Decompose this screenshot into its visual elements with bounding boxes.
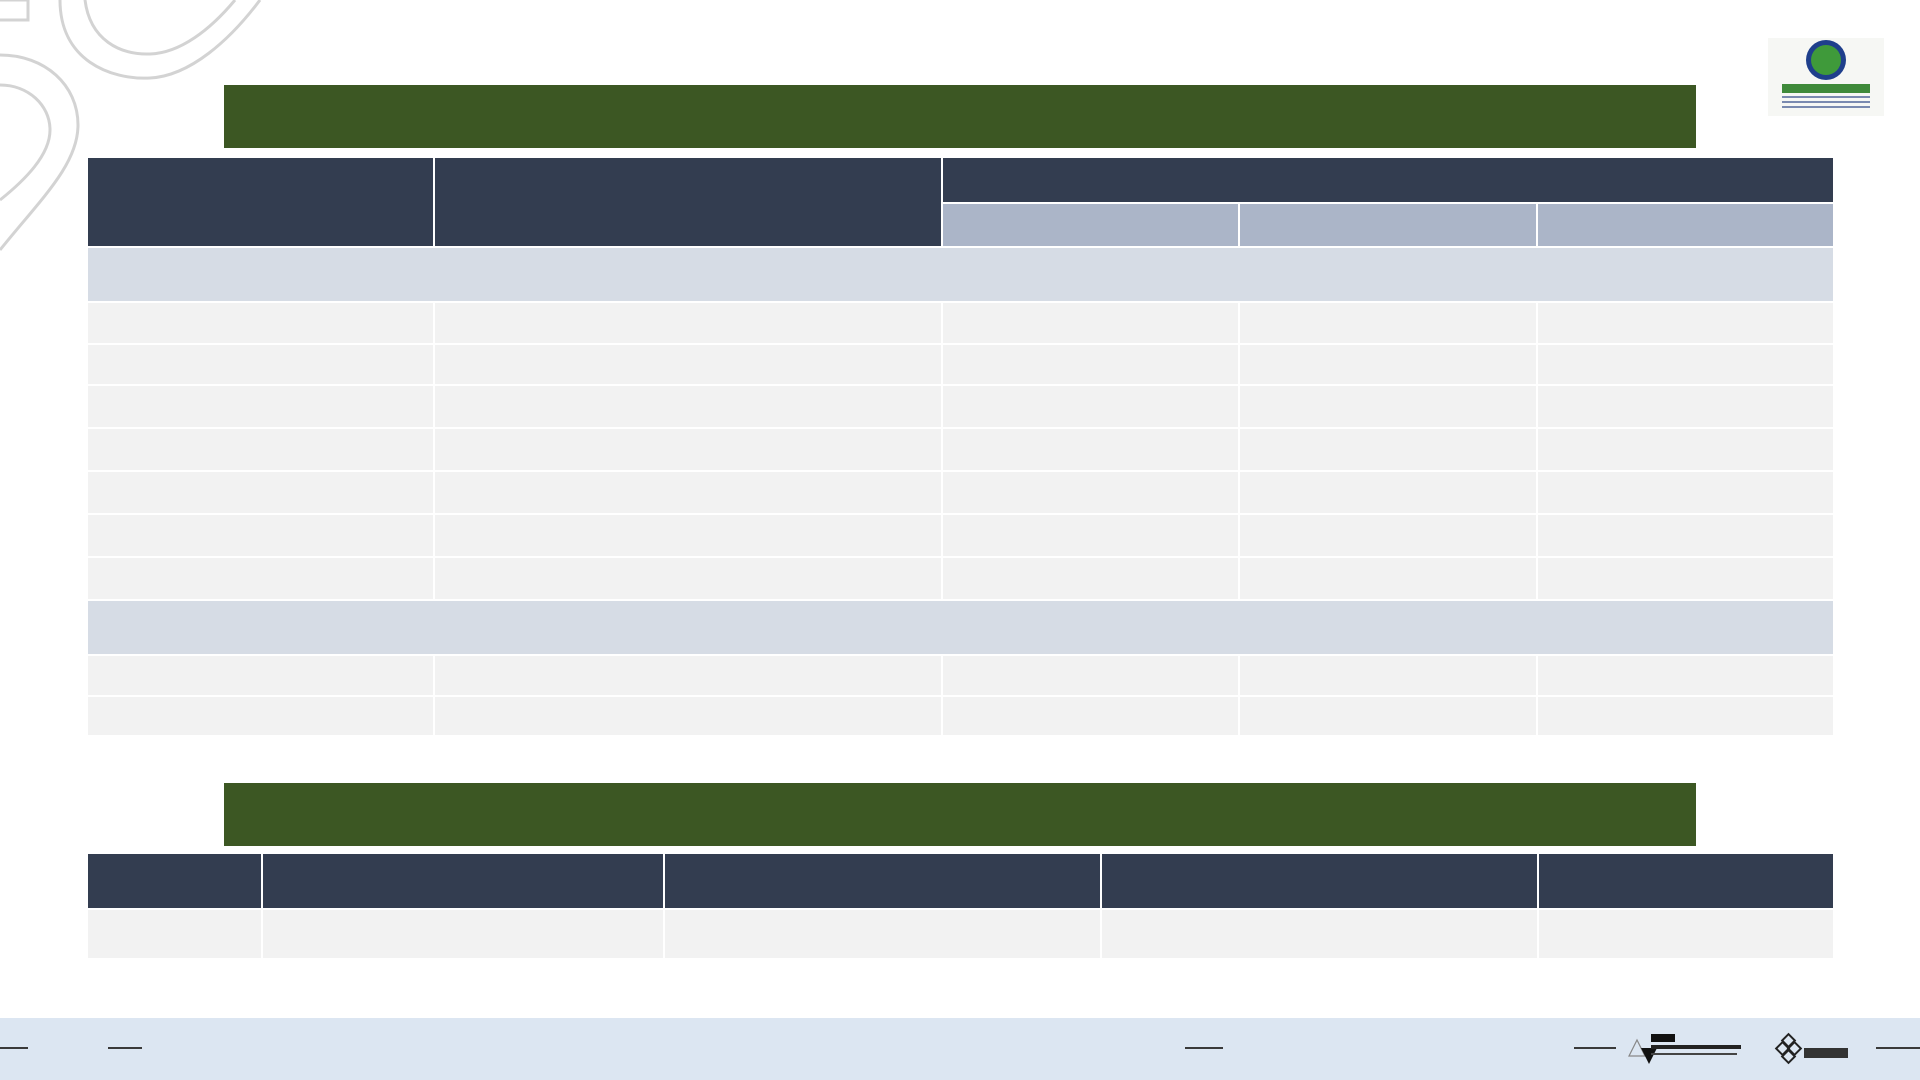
chamber-of-commerce-logo	[1768, 38, 1884, 116]
subheader-col-5	[1538, 204, 1836, 248]
footer-band	[0, 1018, 1920, 1080]
table-cell	[665, 910, 1102, 960]
table-row	[88, 910, 1835, 960]
table-cell	[943, 558, 1240, 601]
table-cell	[1240, 472, 1538, 515]
table-cell	[1538, 656, 1836, 697]
table-two	[88, 854, 1835, 960]
table-cell	[1538, 386, 1836, 429]
table-cell	[88, 345, 435, 386]
table-cell	[435, 303, 943, 345]
table-one-title-bar	[224, 85, 1696, 148]
header-col-4	[1102, 854, 1539, 910]
table-cell	[943, 386, 1240, 429]
table-row	[88, 386, 1836, 429]
table-cell	[88, 910, 263, 960]
footer-divider	[1876, 1047, 1920, 1049]
table-cell	[1240, 345, 1538, 386]
subheader-col-3	[943, 204, 1240, 248]
table-cell	[943, 472, 1240, 515]
table-row	[88, 472, 1836, 515]
table-cell	[88, 656, 435, 697]
table-cell	[1240, 515, 1538, 558]
footer-divider	[0, 1047, 28, 1049]
table-cell	[943, 515, 1240, 558]
table-cell	[88, 515, 435, 558]
header-group	[943, 158, 1836, 204]
table-row	[88, 303, 1836, 345]
table-cell	[1240, 429, 1538, 472]
header-col-1	[88, 854, 263, 910]
nsce-logo	[1628, 1034, 1741, 1064]
table-row	[88, 656, 1836, 697]
table-cell	[1240, 303, 1538, 345]
table-row	[88, 345, 1836, 386]
table-two-title-bar	[224, 783, 1696, 846]
table-cell	[263, 910, 665, 960]
table-cell	[943, 303, 1240, 345]
header-col-1	[88, 158, 435, 248]
table-cell	[435, 558, 943, 601]
table-cell	[1102, 910, 1539, 960]
table-cell	[435, 386, 943, 429]
table-row	[88, 429, 1836, 472]
table-row	[88, 697, 1836, 737]
table-cell	[88, 697, 435, 737]
table-cell	[435, 656, 943, 697]
table-cell	[1538, 303, 1836, 345]
table-cell	[943, 345, 1240, 386]
table-cell	[88, 386, 435, 429]
table-cell	[1240, 697, 1538, 737]
table-cell	[88, 558, 435, 601]
table-cell	[435, 472, 943, 515]
table-cell	[88, 472, 435, 515]
table-cell	[435, 697, 943, 737]
header-col-2	[435, 158, 943, 248]
table-cell	[1538, 472, 1836, 515]
footer-divider	[1574, 1047, 1616, 1049]
table-cell	[1538, 697, 1836, 737]
table-cell	[435, 429, 943, 472]
footer-divider	[1185, 1047, 1223, 1049]
table-cell	[1240, 656, 1538, 697]
footer-divider	[108, 1047, 142, 1049]
table-cell	[1240, 386, 1538, 429]
table-cell	[943, 429, 1240, 472]
subheader-col-4	[1240, 204, 1538, 248]
table-cell	[943, 656, 1240, 697]
table-cell	[1538, 429, 1836, 472]
table-row	[88, 515, 1836, 558]
table-cell	[1240, 558, 1538, 601]
table-cell	[943, 697, 1240, 737]
table-cell	[88, 303, 435, 345]
table-cell	[435, 345, 943, 386]
table-cell	[1538, 558, 1836, 601]
decorative-curves	[0, 0, 262, 251]
4us-logo	[1774, 1032, 1848, 1065]
section-row-2	[88, 601, 1836, 656]
header-col-3	[665, 854, 1102, 910]
table-cell	[1538, 515, 1836, 558]
header-col-2	[263, 854, 665, 910]
table-cell	[1538, 345, 1836, 386]
table-cell	[88, 429, 435, 472]
table-one	[88, 158, 1836, 737]
header-col-5	[1539, 854, 1835, 910]
table-cell	[435, 515, 943, 558]
section-row-1	[88, 248, 1836, 303]
table-row	[88, 558, 1836, 601]
table-cell	[1539, 910, 1835, 960]
